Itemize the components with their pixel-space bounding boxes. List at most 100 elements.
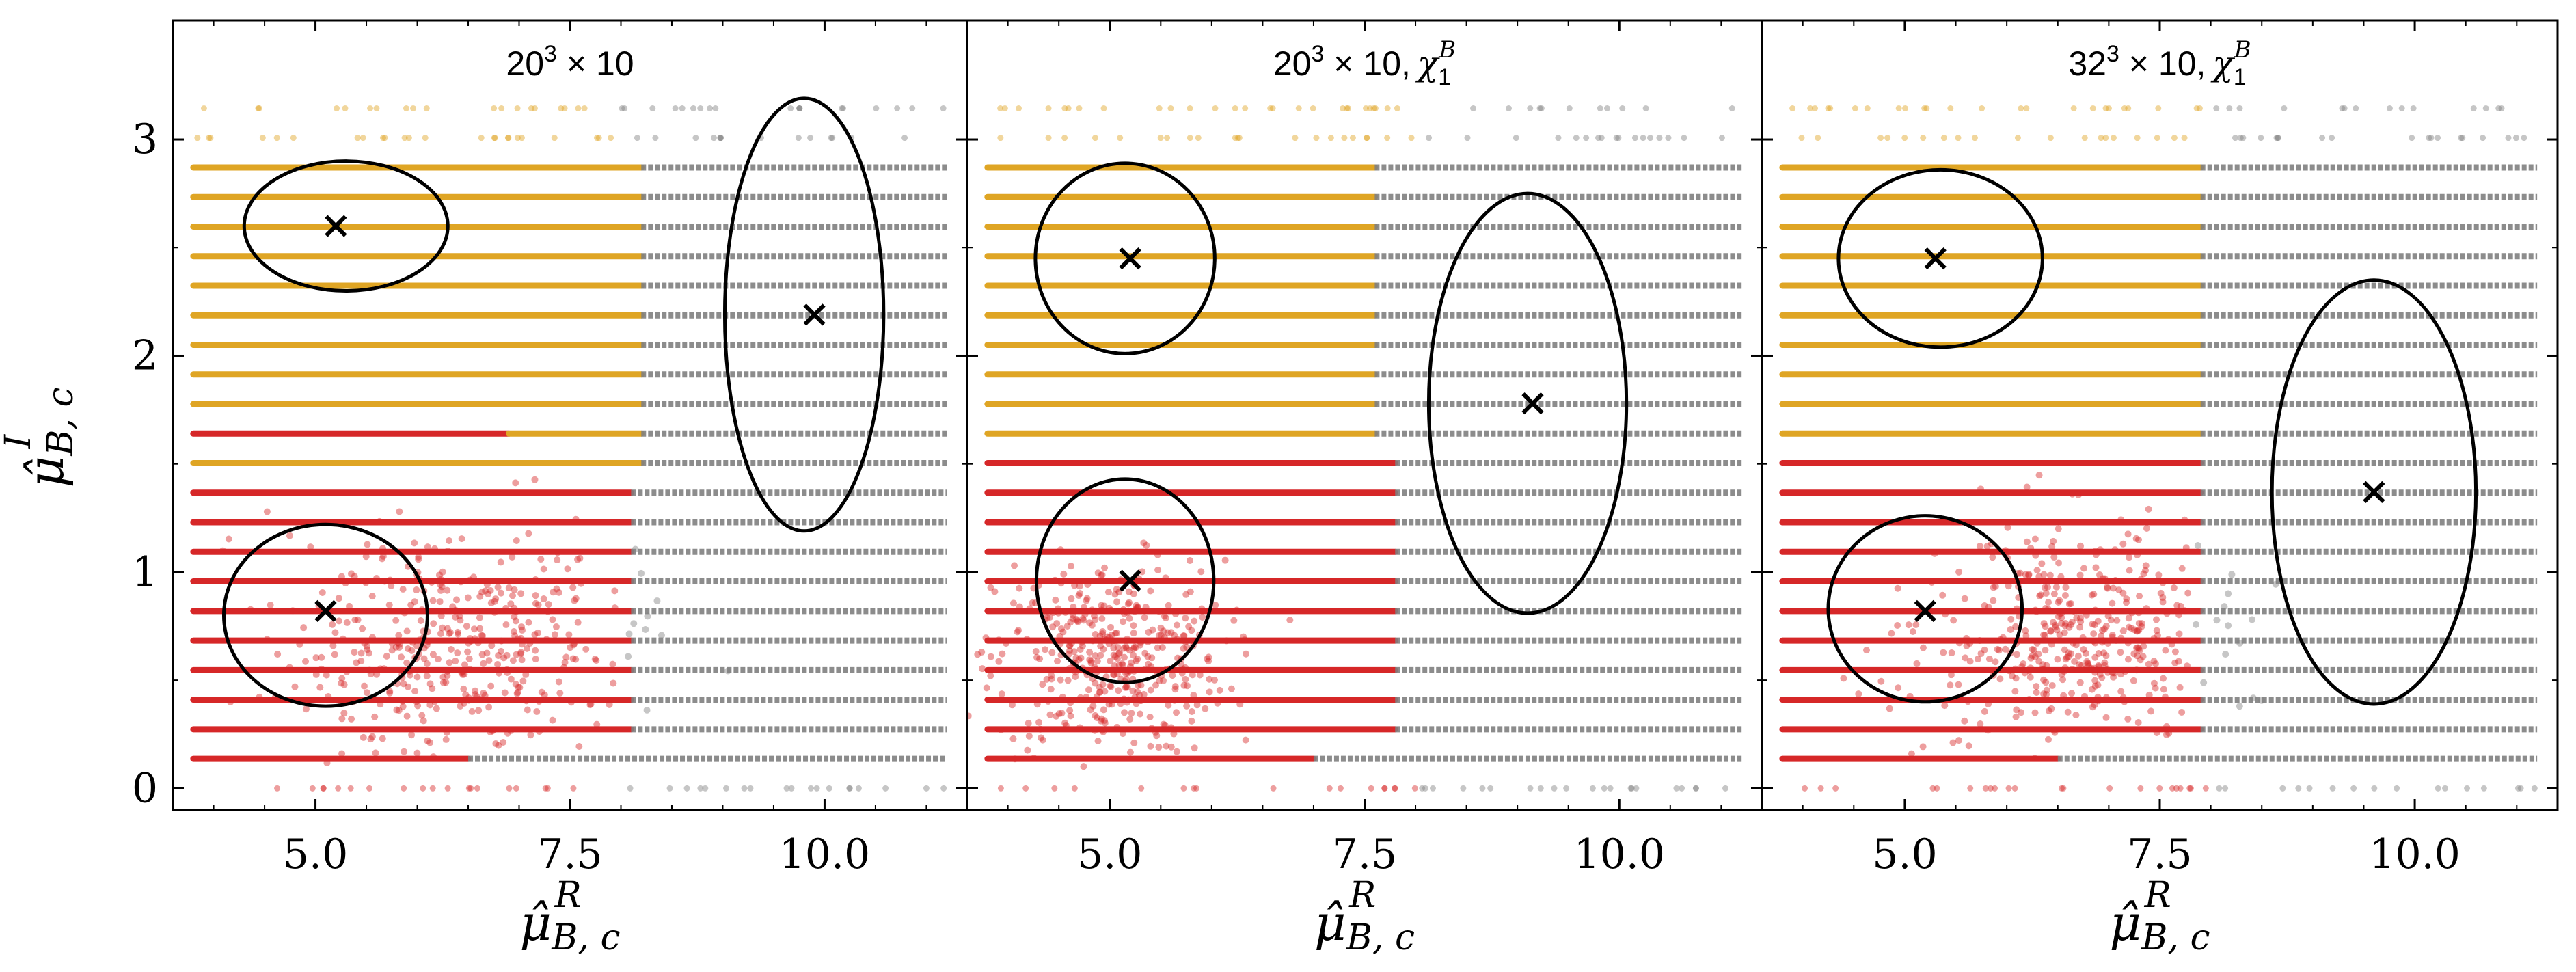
- cloud-point: [2182, 544, 2190, 552]
- y-tick-label: 2: [132, 332, 158, 379]
- cloud-point: [1089, 702, 1097, 710]
- cluster-ellipse-1: [1836, 167, 2044, 349]
- cloud-point: [2069, 490, 2076, 498]
- cloud-point: [2082, 649, 2089, 657]
- cloud-point: [2018, 663, 2026, 671]
- cloud-point: [1139, 568, 1146, 576]
- cloud-point: [1081, 604, 1088, 611]
- cloud-point: [1083, 693, 1090, 701]
- cloud-point: [2092, 551, 2100, 558]
- cloud-point: [611, 587, 619, 595]
- sparse-point: [1536, 105, 1543, 111]
- cloud-point: [1057, 546, 1064, 554]
- cloud-point: [2153, 729, 2160, 737]
- cloud-point: [2130, 650, 2138, 658]
- sparse-point: [621, 105, 628, 111]
- sparse-point: [1117, 135, 1124, 141]
- sparse-point: [1718, 135, 1725, 141]
- cloud-point: [1187, 588, 1194, 595]
- cloud-point: [263, 508, 271, 515]
- cloud-point: [2052, 583, 2060, 591]
- cloud-point: [2112, 576, 2119, 584]
- cloud-point: [485, 657, 493, 664]
- cloud-point: [2079, 634, 2087, 641]
- cloud-point: [2171, 659, 2179, 666]
- cloud-point: [496, 669, 503, 677]
- sparse-point: [2070, 105, 2077, 111]
- sparse-point: [1366, 105, 1373, 111]
- cloud-point: [1099, 681, 1107, 688]
- sparse-point: [2350, 785, 2357, 792]
- cloud-point: [509, 553, 516, 561]
- cloud-point: [227, 699, 234, 706]
- cloud-point: [1121, 709, 1128, 716]
- sparse-point: [2409, 135, 2415, 141]
- cloud-point: [1286, 617, 1294, 624]
- cloud-point: [1942, 610, 1949, 618]
- cloud-point: [1083, 595, 1091, 602]
- cloud-point: [1130, 608, 1138, 615]
- sparse-point: [1673, 785, 1680, 792]
- cloud-point: [570, 641, 578, 649]
- sparse-point: [1270, 785, 1277, 792]
- cloud-point: [403, 627, 411, 635]
- cloud-point: [574, 556, 582, 563]
- cloud-point: [2033, 639, 2041, 647]
- cloud-point: [549, 716, 556, 724]
- sparse-point: [697, 105, 704, 111]
- sparse-point: [2237, 135, 2244, 141]
- cloud-point: [367, 735, 375, 743]
- sparse-point: [309, 785, 316, 792]
- x-axis-label: μ̂B, cR: [2109, 875, 2210, 958]
- sparse-point: [1633, 785, 1640, 792]
- cloud-point: [289, 607, 297, 615]
- sparse-point: [373, 105, 380, 111]
- cloud-point: [368, 593, 376, 600]
- sparse-point: [1381, 785, 1388, 792]
- cloud-point: [1180, 645, 1187, 652]
- x-tick-label: 10.0: [2369, 831, 2460, 878]
- cloud-point: [2023, 483, 2031, 491]
- cloud-point: [1111, 671, 1118, 679]
- sparse-point: [666, 785, 673, 792]
- cloud-point: [2102, 694, 2110, 701]
- sparse-point: [2531, 785, 2538, 792]
- y-tick-label: 0: [132, 764, 158, 812]
- cloud-point: [429, 597, 437, 604]
- cloud-point: [2060, 692, 2067, 699]
- sparse-point: [2458, 135, 2465, 141]
- cloud-point: [1057, 625, 1065, 632]
- sparse-point: [608, 135, 614, 141]
- cloud-point: [1077, 654, 1085, 662]
- cloud-point: [498, 647, 505, 655]
- cloud-point: [363, 643, 370, 650]
- y-axis-label-sup: I: [0, 433, 39, 449]
- cloud-point: [1079, 615, 1087, 623]
- cloud-point: [643, 706, 651, 714]
- sparse-point: [2273, 135, 2280, 141]
- cloud-point: [1129, 651, 1137, 659]
- cloud-point: [2057, 573, 2065, 580]
- sparse-point: [420, 785, 426, 792]
- cloud-point: [575, 742, 583, 750]
- cloud-point: [2173, 602, 2181, 609]
- cloud-point: [2050, 537, 2057, 545]
- cloud-point: [1092, 679, 1099, 687]
- sparse-point: [909, 105, 916, 111]
- sparse-point: [2169, 785, 2175, 792]
- cloud-point: [2058, 671, 2065, 678]
- cloud-point: [1096, 689, 1103, 697]
- cloud-point: [487, 587, 494, 595]
- cloud-point: [2055, 525, 2062, 532]
- cloud-point: [1084, 581, 1092, 589]
- cloud-point: [2099, 627, 2106, 634]
- cloud-point: [296, 640, 303, 648]
- cloud-point: [1072, 669, 1079, 676]
- cloud-point: [571, 597, 578, 604]
- cloud-point: [444, 625, 451, 632]
- cloud-point: [418, 712, 426, 719]
- sparse-point: [1180, 785, 1187, 792]
- sparse-point: [256, 105, 262, 111]
- sparse-point: [1807, 105, 1814, 111]
- cloud-point: [2044, 606, 2052, 613]
